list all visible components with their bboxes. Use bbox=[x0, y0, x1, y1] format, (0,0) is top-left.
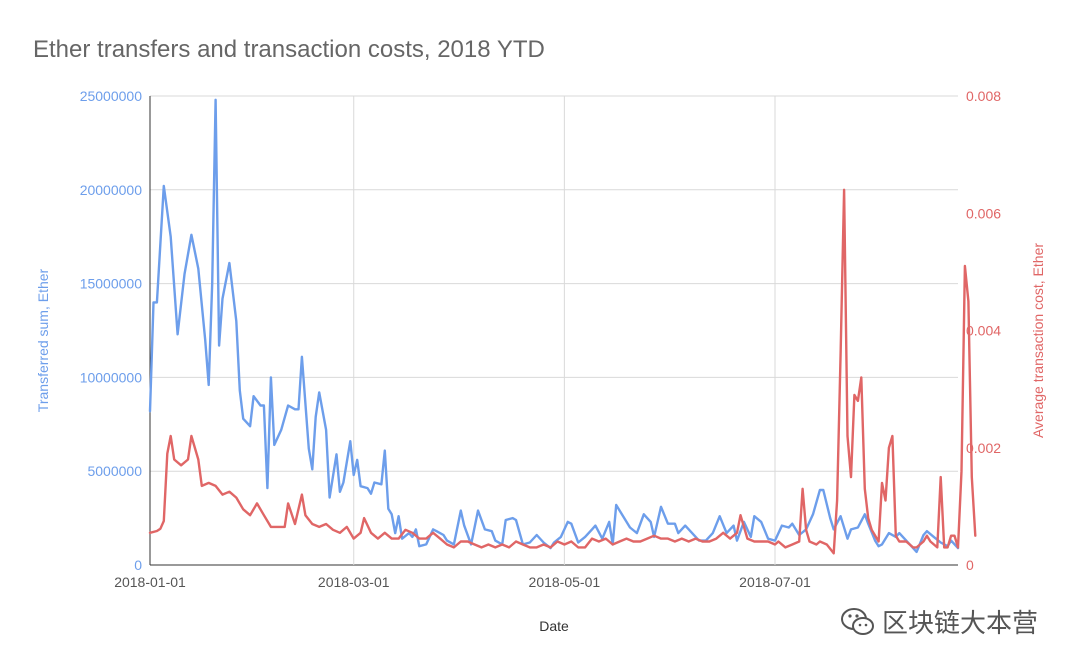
y-right-axis-title: Average transaction cost, Ether bbox=[1030, 243, 1046, 438]
chart-title: Ether transfers and transaction costs, 2… bbox=[33, 36, 545, 63]
x-axis-title: Date bbox=[539, 618, 569, 634]
series-line-transferred bbox=[148, 98, 960, 554]
y-left-tick-label: 15000000 bbox=[80, 276, 143, 292]
y-left-axis-title: Transferred sum, Ether bbox=[35, 268, 51, 412]
y-left-tick-label: 0 bbox=[134, 557, 142, 573]
y-left-tick-label: 25000000 bbox=[80, 88, 143, 104]
y-right-tick-label: 0.004 bbox=[966, 323, 1001, 339]
y-right-tick-label: 0 bbox=[966, 557, 974, 573]
y-left-tick-label: 5000000 bbox=[87, 463, 142, 479]
y-right-tick-label: 0.008 bbox=[966, 88, 1001, 104]
y-right-tick-label: 0.006 bbox=[966, 205, 1001, 221]
y-left-tick-label: 10000000 bbox=[80, 369, 143, 385]
x-tick-label: 2018-01-01 bbox=[114, 574, 186, 590]
x-tick-label: 2018-07-01 bbox=[739, 574, 811, 590]
wechat-icon bbox=[841, 607, 874, 635]
x-tick-label: 2018-05-01 bbox=[529, 574, 601, 590]
y-right-tick-label: 0.002 bbox=[966, 440, 1001, 456]
y-left-tick-label: 20000000 bbox=[80, 182, 143, 198]
x-tick-label: 2018-03-01 bbox=[318, 574, 390, 590]
series-line-cost bbox=[148, 188, 977, 555]
watermark-text: 区块链大本营 bbox=[882, 609, 1039, 639]
watermark: 区块链大本营 bbox=[840, 603, 1038, 640]
